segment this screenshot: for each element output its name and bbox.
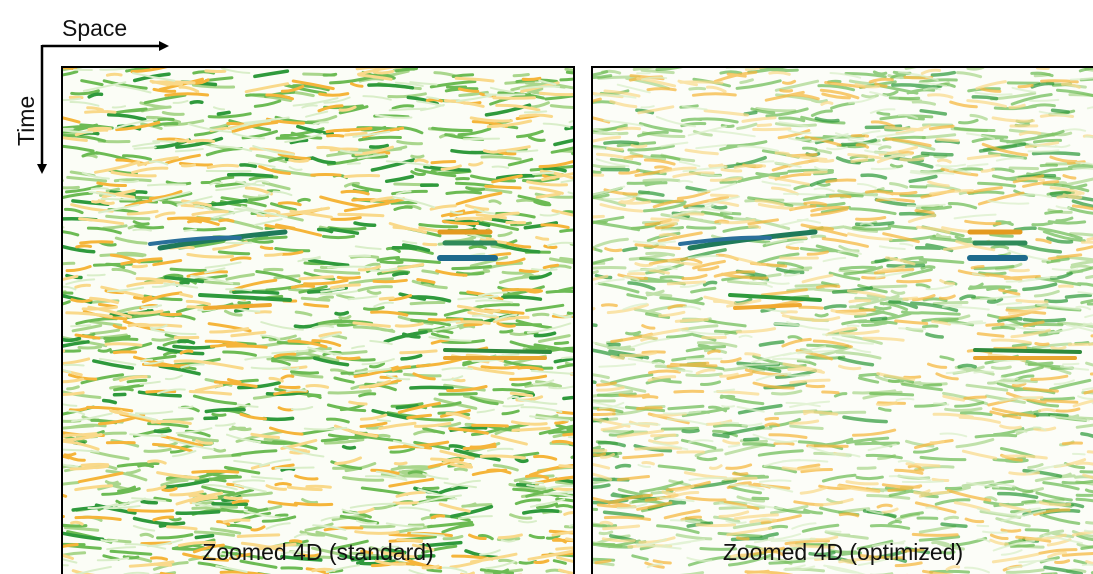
- texture: [593, 68, 1093, 574]
- texture: [728, 293, 822, 302]
- texture: [63, 69, 573, 566]
- texture: [198, 293, 292, 302]
- panel-caption: Zoomed 4D (optimized): [723, 539, 963, 565]
- panel-caption: Zoomed 4D (standard): [202, 539, 433, 565]
- texture: [148, 235, 242, 246]
- texture: [63, 68, 573, 574]
- texture: [203, 303, 272, 310]
- panel-image: [63, 68, 573, 574]
- texture: [973, 348, 1082, 354]
- panel-frame: [591, 66, 1093, 574]
- texture: [63, 68, 573, 574]
- texture: [678, 235, 772, 246]
- texture: [443, 348, 552, 354]
- panel-image: [593, 68, 1093, 574]
- texture: [733, 303, 802, 310]
- panel-frame: [61, 66, 575, 574]
- y-axis-label: Time: [13, 96, 39, 146]
- x-axis-label: Space: [62, 15, 127, 41]
